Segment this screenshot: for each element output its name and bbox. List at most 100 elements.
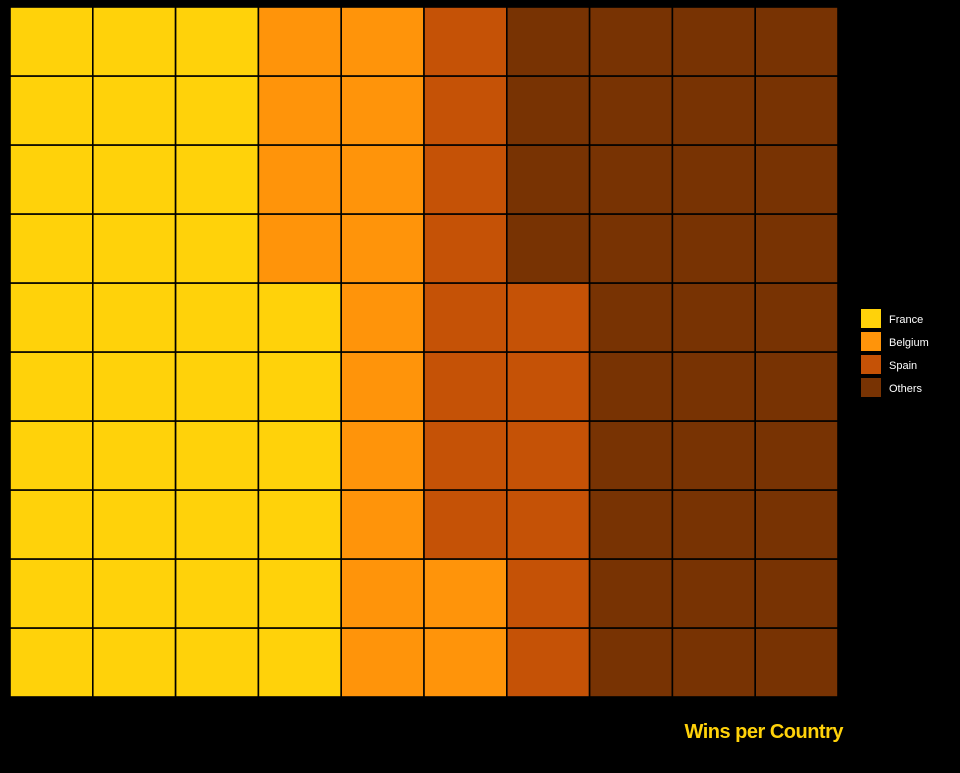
waffle-tile-others [754,558,839,629]
waffle-tile-france [174,558,260,629]
legend-swatch [861,355,881,374]
waffle-tile-others [505,75,591,146]
waffle-tile-belgium [257,6,342,77]
waffle-tile-others [588,627,674,698]
waffle-tile-others [671,282,757,353]
legend-label: France [889,314,923,326]
waffle-tiles [9,6,839,698]
waffle-tile-belgium [340,489,425,560]
waffle-tile-others [754,6,839,77]
waffle-tile-france [174,489,260,560]
legend-label: Belgium [889,337,929,349]
waffle-tile-spain [423,282,508,353]
waffle-tile-france [92,627,177,698]
waffle-tile-france [92,351,177,422]
waffle-tile-france [9,420,94,491]
waffle-tile-spain [423,213,508,284]
waffle-tile-belgium [257,213,342,284]
waffle-tile-france [92,75,177,146]
waffle-tile-france [174,282,260,353]
legend-item-belgium: Belgium [861,332,929,351]
waffle-tile-others [588,282,674,353]
legend: France Belgium Spain Others [861,309,929,397]
waffle-tile-spain [423,75,508,146]
waffle-tile-others [588,75,674,146]
waffle-tile-others [754,282,839,353]
waffle-tile-france [92,558,177,629]
waffle-tile-france [92,282,177,353]
waffle-tile-spain [505,558,591,629]
waffle-tile-others [588,489,674,560]
waffle-tile-others [754,213,839,284]
waffle-tile-others [505,144,591,215]
waffle-tile-belgium [340,558,425,629]
waffle-tile-others [588,213,674,284]
waffle-tile-spain [423,420,508,491]
legend-item-france: France [861,309,923,328]
waffle-tile-belgium [257,144,342,215]
legend-swatch [861,309,881,328]
waffle-tile-others [588,144,674,215]
waffle-tile-france [9,627,94,698]
waffle-tile-others [671,75,757,146]
waffle-tile-spain [505,420,591,491]
waffle-tile-france [9,213,94,284]
waffle-tile-france [257,351,342,422]
waffle-tile-belgium [340,351,425,422]
waffle-tile-spain [505,489,591,560]
waffle-tile-others [671,627,757,698]
waffle-tile-others [505,213,591,284]
waffle-tile-belgium [340,213,425,284]
waffle-tile-france [174,75,260,146]
waffle-tile-spain [423,489,508,560]
waffle-tile-france [174,420,260,491]
waffle-tile-france [174,6,260,77]
waffle-tile-spain [505,627,591,698]
waffle-tile-others [671,6,757,77]
waffle-tile-belgium [340,420,425,491]
chart-caption: Wins per Country [685,721,845,743]
waffle-tile-france [9,489,94,560]
waffle-tile-france [257,558,342,629]
waffle-tile-others [754,144,839,215]
waffle-tile-belgium [340,75,425,146]
waffle-tile-others [671,144,757,215]
waffle-tile-france [92,6,177,77]
waffle-tile-france [174,213,260,284]
waffle-tile-france [9,6,94,77]
waffle-tile-spain [505,282,591,353]
waffle-tile-others [588,351,674,422]
legend-item-spain: Spain [861,355,917,374]
waffle-tile-belgium [340,6,425,77]
legend-label: Others [889,383,923,395]
waffle-tile-france [92,213,177,284]
waffle-tile-others [754,75,839,146]
waffle-tile-france [9,144,94,215]
waffle-tile-belgium [423,627,508,698]
waffle-tile-spain [505,351,591,422]
waffle-tile-belgium [340,282,425,353]
waffle-tile-belgium [340,144,425,215]
waffle-tile-france [257,489,342,560]
waffle-tile-spain [423,6,508,77]
waffle-tile-france [257,282,342,353]
waffle-tile-france [257,627,342,698]
waffle-tile-others [754,489,839,560]
legend-swatch [861,332,881,351]
waffle-tile-others [588,420,674,491]
waffle-tile-others [505,6,591,77]
waffle-tile-france [257,420,342,491]
waffle-tile-france [92,420,177,491]
waffle-tile-others [671,351,757,422]
legend-swatch [861,378,881,397]
waffle-tile-others [588,558,674,629]
waffle-tile-belgium [340,627,425,698]
waffle-tile-france [174,627,260,698]
waffle-tile-others [671,558,757,629]
waffle-tile-others [754,627,839,698]
waffle-tile-belgium [423,558,508,629]
waffle-tile-france [9,351,94,422]
waffle-tile-others [671,420,757,491]
